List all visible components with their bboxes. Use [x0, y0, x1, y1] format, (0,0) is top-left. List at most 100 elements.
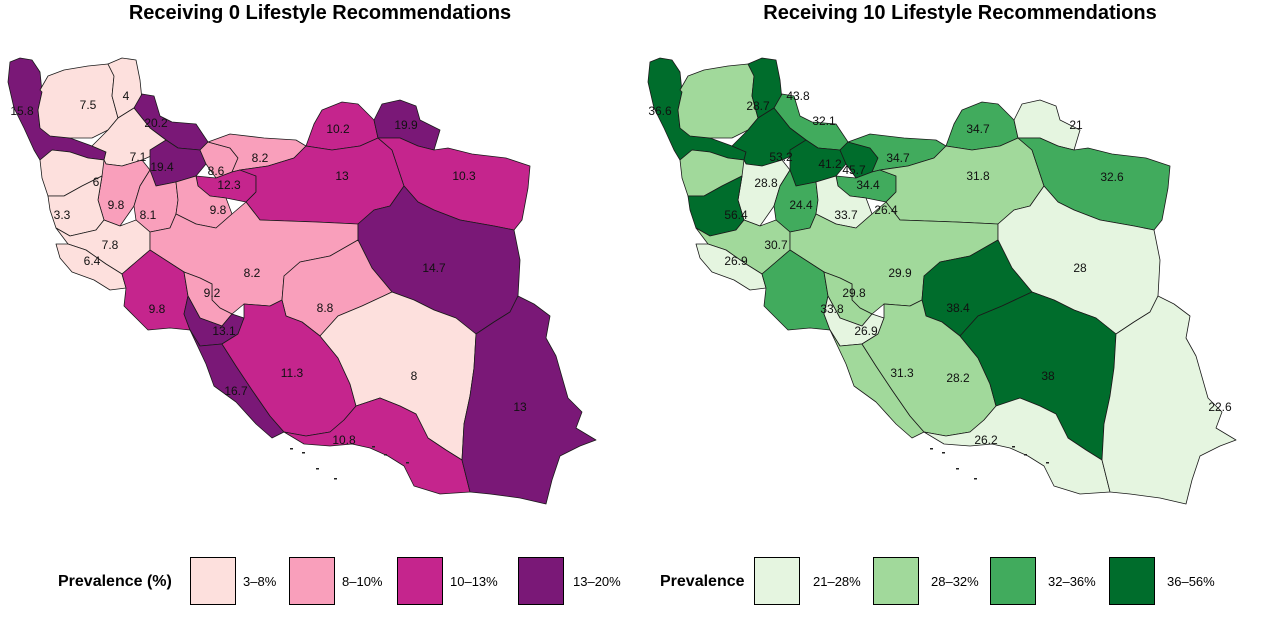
province-value-label: 22.6 [1208, 400, 1232, 414]
provinces-layer [647, 57, 1237, 505]
island-mark [942, 452, 945, 454]
province-value-label: 4 [123, 89, 130, 103]
province-value-label: 10.2 [326, 122, 350, 136]
province-value-label: 41.2 [818, 157, 842, 171]
map-title: Receiving 0 Lifestyle Recommendations [128, 2, 512, 24]
province-region [461, 295, 597, 505]
province-value-label: 7.8 [102, 238, 119, 252]
value-labels-layer: 36.6 28.7 43.832.1 53.2 41.2 45.7 34.7 34.4 34.7… [648, 89, 1232, 447]
province-value-label: 10.8 [332, 433, 356, 447]
province-value-label: 38 [1041, 369, 1055, 383]
province-value-label: 13 [513, 400, 527, 414]
province-value-label: 32.1 [812, 114, 836, 128]
island-mark [316, 468, 319, 470]
legend-label-3: 10–13% [450, 574, 498, 589]
choropleth-map: 15.8 7.5 4 20.2 7.119.4 8.6 8.2 12.3 10.2 19.9 13 1… [7, 57, 597, 505]
province-value-label: 12.3 [217, 178, 241, 192]
map-title: Receiving 10 Lifestyle Recommendations [763, 2, 1157, 24]
legend-swatch-4 [1109, 557, 1155, 605]
legend-title: Prevalence (%) [58, 573, 172, 590]
province-value-label: 9.8 [108, 198, 125, 212]
value-labels-layer: 15.8 7.5 4 20.2 7.119.4 8.6 8.2 12.3 10.2 19.9 13 1… [10, 89, 527, 447]
province-value-label: 7.5 [80, 98, 97, 112]
island-mark [930, 448, 933, 450]
province-value-label: 53.2 [769, 150, 793, 164]
legend-swatch-4 [518, 557, 564, 605]
island-mark [1024, 454, 1027, 456]
province-value-label: 43.8 [786, 89, 810, 103]
province-value-label: 20.2 [144, 116, 168, 130]
island-mark [1046, 462, 1049, 464]
province-value-label: 9.8 [210, 203, 227, 217]
province-region [1101, 295, 1237, 505]
legend: Prevalence 21–28% 28–32% 32–36% 36–56% [640, 557, 1280, 607]
province-value-label: 19.9 [394, 118, 418, 132]
island-mark [290, 448, 293, 450]
legend-label-1: 3–8% [243, 574, 277, 589]
province-value-label: 8.6 [208, 164, 225, 178]
province-value-label: 28.8 [754, 176, 778, 190]
province-value-label: 34.4 [856, 178, 880, 192]
provinces-layer [7, 57, 597, 505]
province-value-label: 13.1 [212, 324, 236, 338]
province-value-label: 8.2 [252, 151, 269, 165]
legend-label-1: 21–28% [813, 574, 861, 589]
island-mark [334, 478, 337, 480]
province-value-label: 3.3 [54, 208, 71, 222]
island-mark [956, 468, 959, 470]
legend-swatch-1 [190, 557, 236, 605]
province-value-label: 21 [1069, 118, 1083, 132]
province-value-label: 8.8 [317, 301, 334, 315]
legend-label-3: 32–36% [1048, 574, 1096, 589]
province-value-label: 10.3 [452, 169, 476, 183]
province-region [37, 63, 119, 139]
province-value-label: 31.8 [966, 169, 990, 183]
legend-label-2: 28–32% [931, 574, 979, 589]
province-value-label: 8.1 [140, 208, 157, 222]
island-mark [406, 462, 409, 464]
legend-swatch-3 [397, 557, 443, 605]
island-mark [974, 478, 977, 480]
province-value-label: 14.7 [422, 261, 446, 275]
legend-swatch-1 [754, 557, 800, 605]
legend-label-4: 36–56% [1167, 574, 1215, 589]
map-panel-1: Receiving 10 Lifestyle Recommendations 3… [640, 0, 1280, 619]
province-value-label: 24.4 [789, 198, 813, 212]
island-mark [1012, 446, 1015, 448]
province-value-label: 13 [335, 169, 349, 183]
province-value-label: 26.4 [874, 203, 898, 217]
province-value-label: 34.7 [966, 122, 990, 136]
province-value-label: 8 [411, 369, 418, 383]
province-value-label: 26.9 [724, 254, 748, 268]
province-value-label: 32.6 [1100, 170, 1124, 184]
legend-label-2: 8–10% [342, 574, 383, 589]
province-value-label: 45.7 [842, 163, 866, 177]
province-value-label: 28 [1073, 261, 1087, 275]
island-mark [302, 452, 305, 454]
map-panel-0: Receiving 0 Lifestyle Recommendations 15… [7, 2, 621, 605]
province-value-label: 28.2 [946, 371, 970, 385]
province-value-label: 11.3 [281, 366, 304, 380]
province-value-label: 9.2 [204, 286, 221, 300]
province-value-label: 38.4 [946, 301, 970, 315]
province-value-label: 56.4 [724, 208, 748, 222]
legend-swatch-3 [990, 557, 1036, 605]
province-value-label: 6 [93, 175, 100, 189]
province-value-label: 6.4 [84, 254, 101, 268]
province-value-label: 7.1 [130, 150, 147, 164]
province-value-label: 26.9 [854, 324, 878, 338]
island-mark [372, 446, 375, 448]
province-value-label: 36.6 [648, 104, 672, 118]
legend-swatch-2 [289, 557, 335, 605]
province-value-label: 8.2 [244, 266, 261, 280]
province-value-label: 30.7 [764, 238, 788, 252]
province-value-label: 16.7 [224, 384, 248, 398]
province-value-label: 29.8 [842, 286, 866, 300]
island-mark [384, 454, 387, 456]
province-value-label: 31.3 [890, 366, 914, 380]
province-value-label: 29.9 [888, 266, 912, 280]
province-value-label: 19.4 [150, 160, 174, 174]
province-value-label: 9.8 [149, 302, 166, 316]
province-value-label: 28.7 [746, 99, 770, 113]
legend-title: Prevalence [660, 573, 745, 590]
